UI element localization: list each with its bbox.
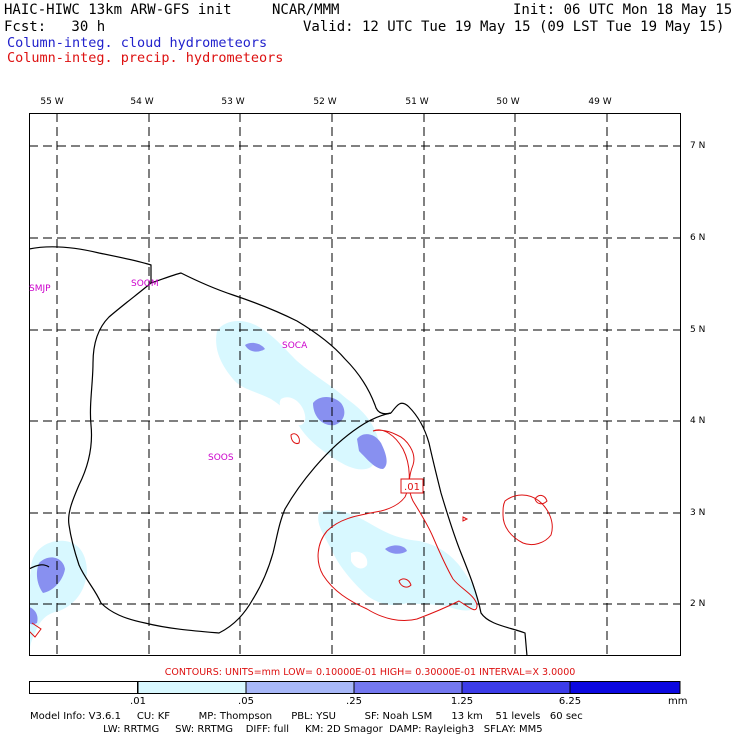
colorbar-label: .25 [346, 696, 362, 707]
lon-label: 53 W [221, 97, 245, 107]
lon-label: 52 W [313, 97, 337, 107]
lat-label: 3 N [690, 508, 706, 518]
colorbar-segment [353, 681, 463, 694]
contour-value-label: .01 [404, 482, 420, 493]
model-info-line1: Model Info: V3.6.1 CU: KF MP: Thompson P… [30, 711, 583, 722]
lon-label: 54 W [130, 97, 154, 107]
lat-label: 7 N [690, 141, 706, 151]
colorbar-label: 1.25 [450, 696, 474, 707]
map-frame [29, 113, 681, 656]
colorbar-segment [137, 681, 247, 694]
colorbar-label: 6.25 [558, 696, 582, 707]
model-info-line2: LW: RRTMG SW: RRTMG DIFF: full KM: 2D Sm… [30, 724, 543, 735]
precip-contours [29, 429, 553, 638]
colorbar-label: .01 [130, 696, 146, 707]
colorbar-units: mm [668, 696, 688, 707]
forecast-map: .01 [29, 113, 681, 656]
lon-label: 51 W [405, 97, 429, 107]
shading-gaps [279, 397, 368, 569]
lat-label: 5 N [690, 325, 706, 335]
lon-label: 49 W [588, 97, 612, 107]
colorbar-segment [29, 681, 138, 694]
colorbar-segment [569, 681, 681, 694]
lon-label: 55 W [40, 97, 64, 107]
colorbar [29, 681, 681, 694]
organization: NCAR/MMM [272, 2, 340, 18]
valid-time: Valid: 12 UTC Tue 19 May 15 (09 LST Tue … [303, 19, 725, 35]
cloud-shading-medium [29, 342, 407, 625]
field-precip-label: Column-integ. precip. hydrometeors [7, 50, 284, 66]
station-label: SOCA [282, 341, 308, 351]
product-title: HAIC-HIWC 13km ARW-GFS init [4, 2, 232, 18]
station-label: SOOS [208, 453, 234, 463]
colorbar-segment [461, 681, 571, 694]
colorbar-segment [245, 681, 355, 694]
colorbar-label: .05 [238, 696, 254, 707]
forecast-hour: Fcst: 30 h [4, 19, 106, 35]
lat-label: 6 N [690, 233, 706, 243]
lon-label: 50 W [496, 97, 520, 107]
coastline-borders [29, 246, 528, 656]
lat-label: 4 N [690, 416, 706, 426]
station-label: SOOM [131, 279, 159, 289]
lat-label: 2 N [690, 599, 706, 609]
init-time: Init: 06 UTC Mon 18 May 15 [513, 2, 733, 18]
station-label: SMJP [29, 284, 51, 294]
lat-lon-grid [29, 113, 681, 656]
contours-info: CONTOURS: UNITS=mm LOW= 0.10000E-01 HIGH… [164, 667, 576, 678]
field-cloud-label: Column-integ. cloud hydrometeors [7, 35, 268, 51]
